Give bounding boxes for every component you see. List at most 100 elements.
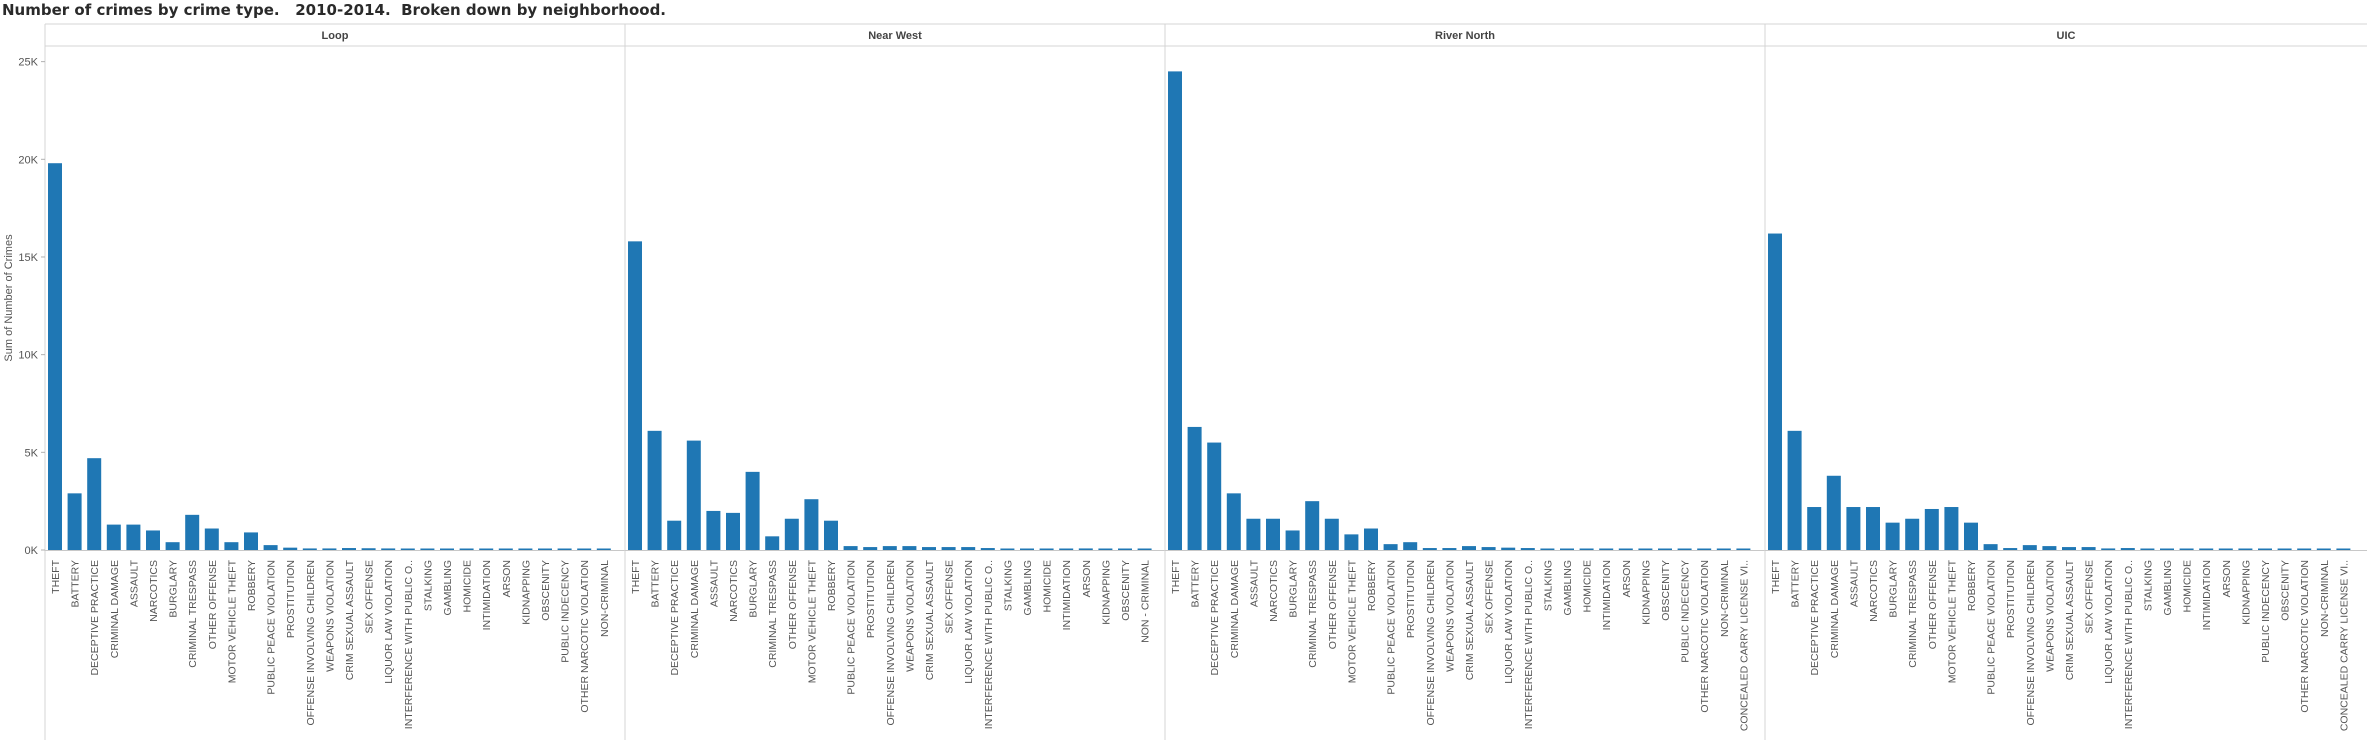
bar-river-north (1579, 548, 1594, 550)
bar-uic (1826, 475, 1841, 550)
x-tick-label: DECEPTIVE PRACTICE (1209, 560, 1221, 676)
y-tick-label: 15K (18, 252, 38, 264)
bar-river-north (1226, 493, 1241, 550)
x-tick-label: OBSCENITY (1120, 560, 1132, 621)
x-tick-label: CRIM SEXUAL ASSAULT (924, 559, 936, 680)
y-tick-label: 5K (25, 447, 39, 459)
bar-river-north (1168, 71, 1182, 550)
bar-uic (2199, 548, 2214, 550)
x-tick-label: BURGLARY (168, 560, 180, 618)
x-tick-label: PROSTITUTION (1405, 560, 1417, 638)
bar-loop (557, 548, 572, 550)
bar-near-west (686, 440, 701, 550)
bar-river-north (1560, 548, 1574, 550)
bar-near-west (804, 499, 819, 550)
bar-river-north (1383, 544, 1398, 550)
x-tick-label: OFFENSE INVOLVING CHILDREN (885, 560, 897, 726)
x-tick-label: CONCEALED CARRY LICENSE VI.. (2338, 560, 2350, 731)
x-tick-label: HOMICIDE (1582, 560, 1594, 613)
y-axis-title: Sum of Number of Crimes (3, 234, 15, 362)
x-tick-label: INTIMIDATION (2201, 560, 2213, 630)
x-tick-label: ARSON (501, 560, 513, 597)
x-tick-label: INTERFERENCE WITH PUBLIC O.. (2123, 560, 2135, 729)
x-tick-label: GAMBLING (2162, 560, 2174, 615)
x-tick-label: MOTOR VEHICLE THEFT (226, 559, 238, 683)
bar-near-west (941, 547, 956, 550)
bar-river-north (1324, 518, 1339, 550)
bar-near-west (1000, 548, 1015, 550)
x-tick-label: ROBBERY (1366, 560, 1378, 611)
bar-loop (48, 163, 62, 551)
x-tick-label: BURGLARY (1888, 560, 1900, 618)
bar-uic (1964, 522, 1978, 550)
bar-near-west (882, 546, 897, 550)
bar-uic (2277, 548, 2292, 550)
x-tick-label: ASSAULT (1248, 559, 1260, 607)
x-tick-label: OTHER OFFENSE (787, 560, 799, 649)
bar-uic (1924, 508, 1939, 550)
panel-header: Loop (322, 30, 349, 42)
y-tick-label: 0K (25, 545, 39, 557)
bar-river-north (1599, 548, 1614, 550)
x-tick-label: OFFENSE INVOLVING CHILDREN (2025, 560, 2037, 726)
x-tick-label: KIDNAPPING (1640, 560, 1652, 625)
x-tick-label: PROSTITUTION (285, 560, 297, 638)
bar-near-west (961, 547, 976, 550)
bar-near-west (824, 520, 838, 550)
bar-loop (577, 548, 592, 550)
x-tick-label: OFFENSE INVOLVING CHILDREN (305, 560, 317, 726)
x-tick-label: DECEPTIVE PRACTICE (1809, 560, 1821, 676)
x-tick-label: CRIM SEXUAL ASSAULT (344, 559, 356, 680)
panel-header: Near West (868, 30, 922, 42)
x-tick-label: OBSCENITY (540, 560, 552, 621)
bar-river-north (1501, 547, 1516, 550)
x-tick-label: THEFT (50, 559, 62, 593)
bar-river-north (1677, 548, 1692, 550)
bar-near-west (980, 548, 995, 550)
bar-uic (2238, 548, 2253, 550)
chart-title: Number of crimes by crime type. 2010-201… (2, 1, 667, 19)
bar-loop (596, 548, 611, 550)
bar-loop (263, 545, 278, 550)
x-tick-label: NARCOTICS (1268, 560, 1280, 622)
bar-near-west (628, 241, 642, 551)
x-tick-label: WEAPONS VIOLATION (324, 560, 336, 672)
bar-loop (420, 548, 435, 550)
bar-uic (2042, 546, 2057, 550)
x-tick-label: CRIMINAL TRESPASS (187, 560, 199, 668)
x-tick-label: BURGLARY (1288, 560, 1300, 618)
x-tick-label: PROSTITUTION (2005, 560, 2017, 638)
x-tick-label: NON-CRIMINAL (599, 560, 611, 637)
bar-river-north (1305, 501, 1320, 550)
x-tick-label: ASSAULT (1848, 559, 1860, 607)
bar-uic (1983, 544, 1998, 550)
x-tick-label: STALKING (1542, 560, 1554, 611)
x-tick-label: KIDNAPPING (1100, 560, 1112, 625)
bar-river-north (1442, 548, 1457, 550)
bar-river-north (1187, 426, 1202, 550)
bar-near-west (1020, 548, 1034, 550)
x-tick-label: OTHER OFFENSE (1927, 560, 1939, 649)
bar-river-north (1540, 548, 1555, 550)
bar-loop (342, 548, 356, 550)
bar-near-west (1098, 548, 1113, 550)
x-tick-label: BURGLARY (748, 560, 760, 618)
x-tick-label: INTERFERENCE WITH PUBLIC O.. (1523, 560, 1535, 729)
bar-near-west (745, 471, 760, 550)
x-tick-label: PUBLIC PEACE VIOLATION (846, 560, 858, 695)
x-tick-label: HOMICIDE (1042, 560, 1054, 613)
bar-near-west (1039, 548, 1054, 550)
bar-river-north (1266, 518, 1280, 550)
x-tick-label: PUBLIC INDECENCY (560, 560, 572, 663)
bar-uic (2003, 548, 2018, 550)
bar-loop (146, 530, 160, 550)
x-tick-label: CRIM SEXUAL ASSAULT (2064, 559, 2076, 680)
bar-near-west (843, 546, 858, 550)
x-tick-label: MOTOR VEHICLE THEFT (1946, 559, 1958, 683)
bar-near-west (922, 547, 936, 550)
y-tick-label: 25K (18, 57, 38, 69)
bar-river-north (1285, 530, 1300, 550)
bar-loop (106, 524, 121, 550)
x-tick-label: NARCOTICS (728, 560, 740, 622)
x-tick-label: NON-CRIMINAL (2319, 560, 2331, 637)
